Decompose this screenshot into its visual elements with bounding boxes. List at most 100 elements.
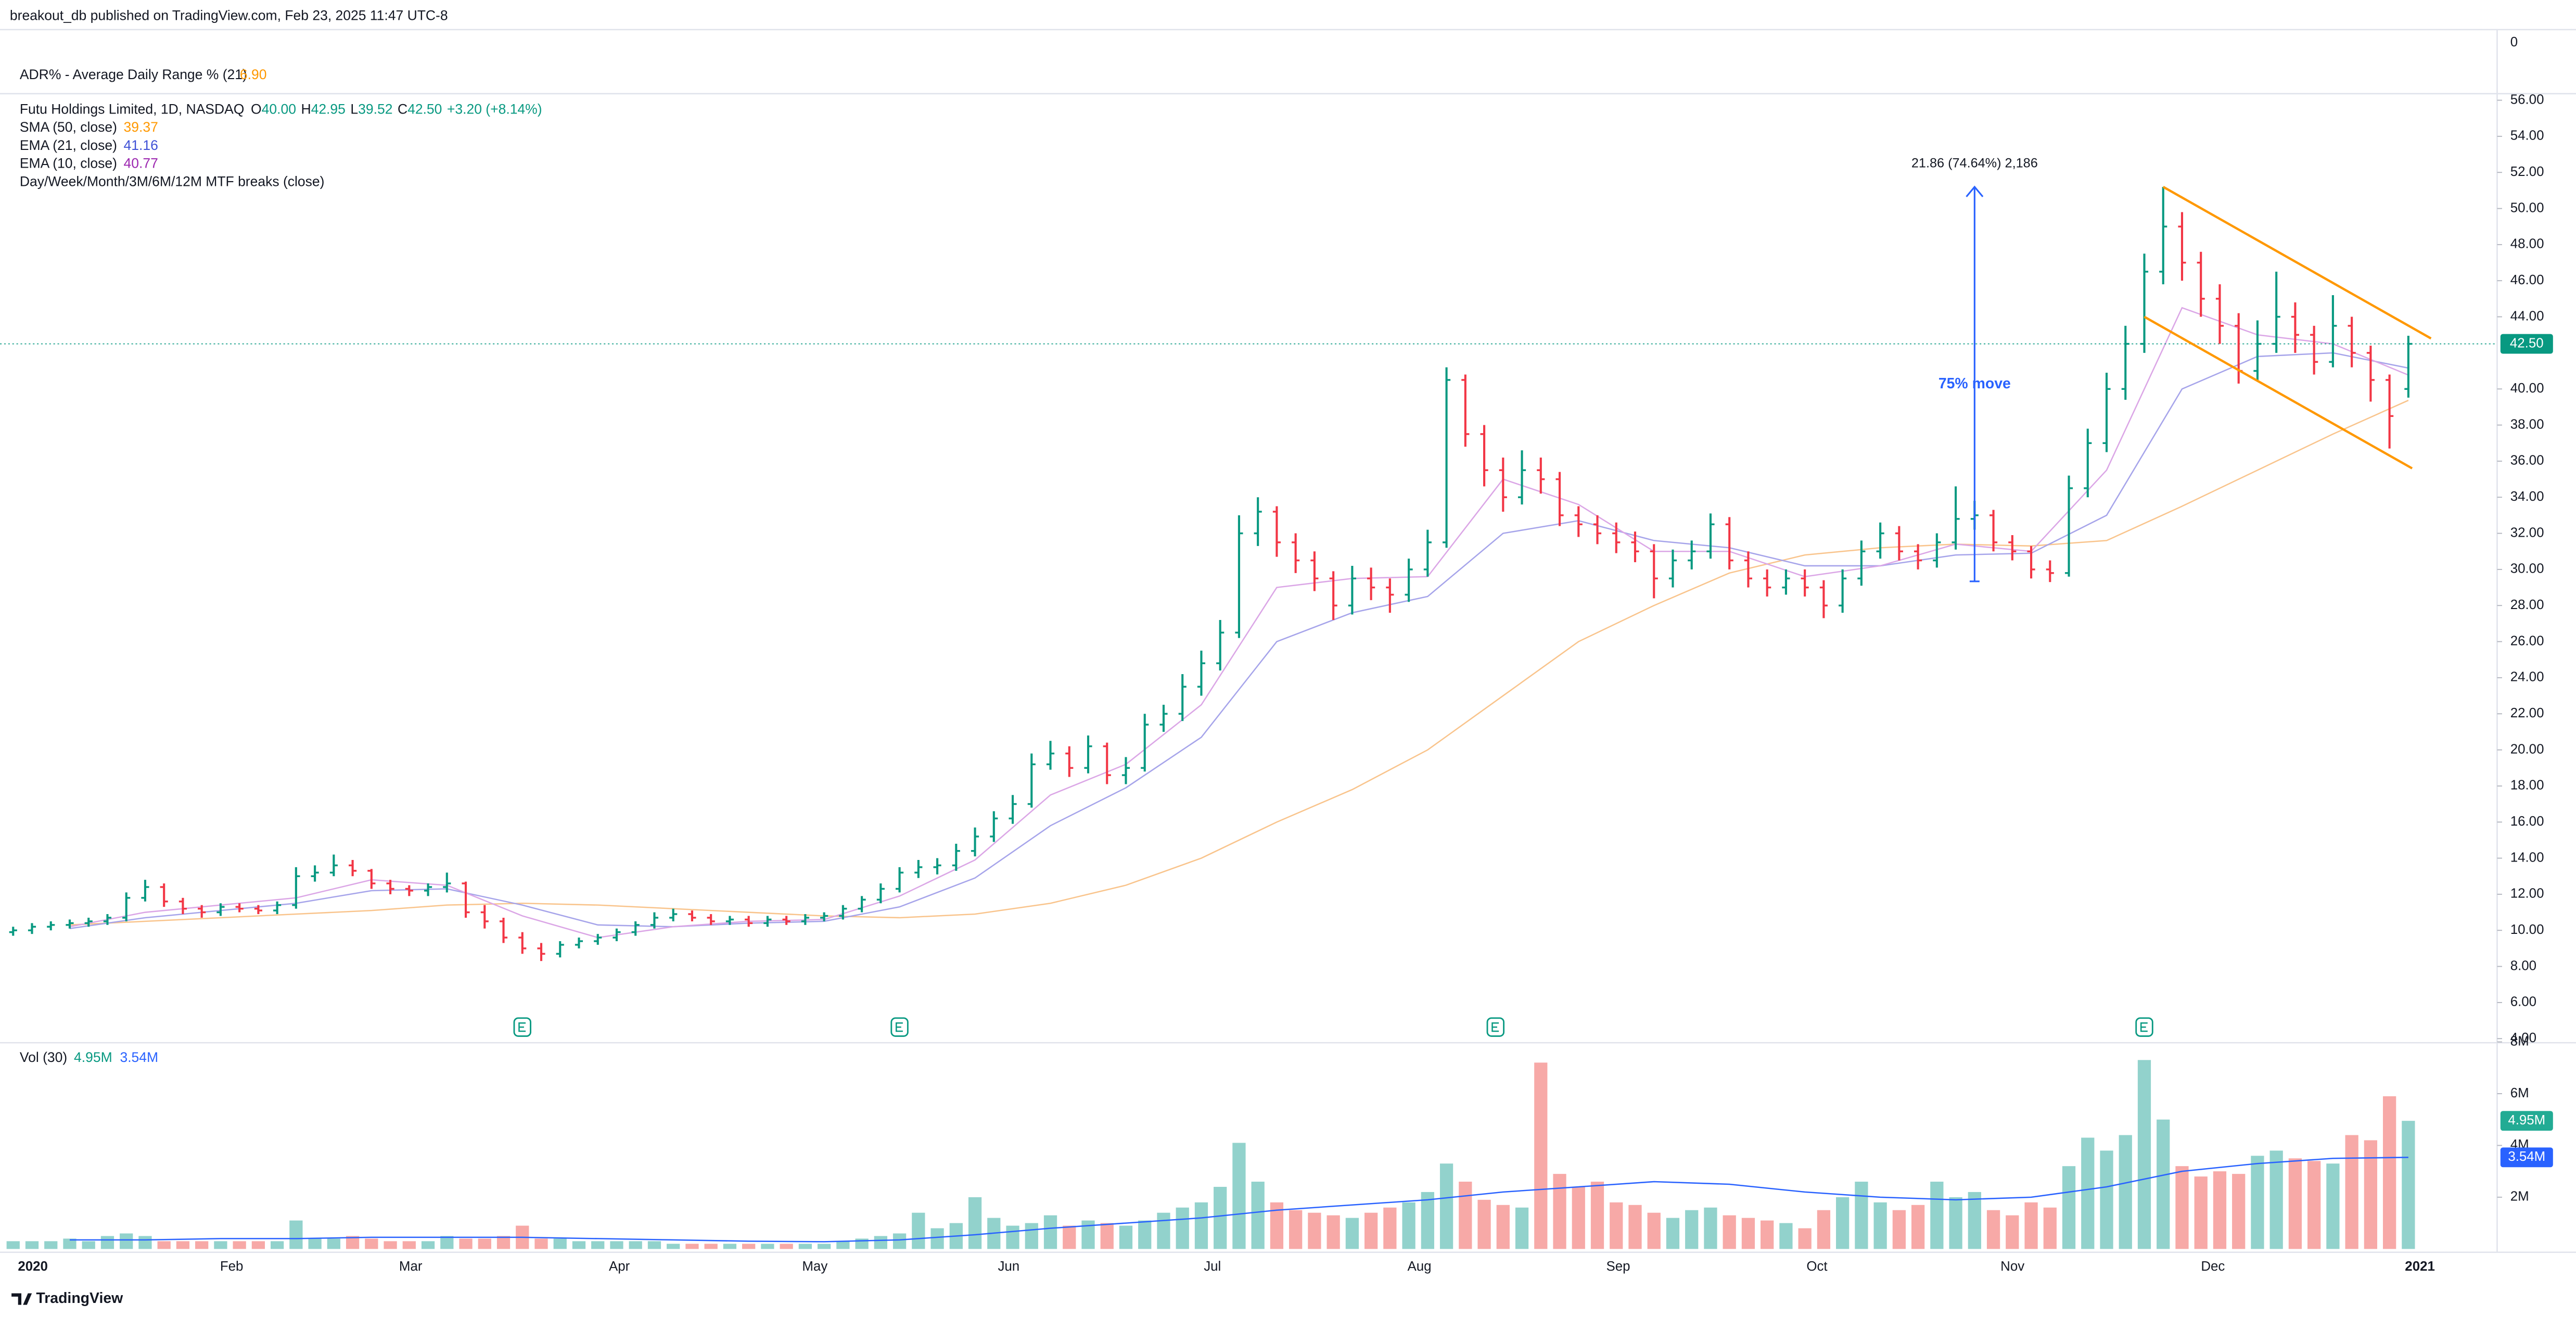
price-tick-label: 46.00: [2510, 273, 2544, 287]
volume-bar: [2269, 1150, 2283, 1249]
earnings-glyph: [2140, 1022, 2148, 1032]
price-tick-label: 48.00: [2510, 237, 2544, 251]
earnings-marker: [1486, 1017, 1505, 1037]
symbol-legend: Futu Holdings Limited, 1D, NASDAQ O40.00 H…: [20, 102, 542, 117]
volume-bar: [1647, 1212, 1661, 1249]
price-tick-label: 8.00: [2510, 958, 2536, 973]
volume-bar: [1986, 1210, 2000, 1249]
time-label: Mar: [399, 1259, 423, 1274]
volume-bar: [1383, 1207, 1397, 1249]
time-label: Apr: [609, 1259, 630, 1274]
volume-bar: [1063, 1225, 1076, 1249]
time-label: Aug: [1408, 1259, 1432, 1274]
earnings-glyph: [896, 1022, 903, 1032]
time-label: 2020: [18, 1259, 48, 1274]
price-tick-label: 26.00: [2510, 634, 2544, 648]
volume-ma-tag-bg: [2500, 1147, 2553, 1168]
volume-bar: [1289, 1210, 1303, 1249]
price-tick-label: 18.00: [2510, 778, 2544, 793]
time-label: 2021: [2405, 1259, 2435, 1274]
volume-bar: [1723, 1215, 1736, 1249]
price-tick-label: 14.00: [2510, 850, 2544, 865]
volume-bar: [1590, 1182, 1604, 1249]
volume-bar: [1308, 1212, 1321, 1249]
volume-bar: [930, 1228, 944, 1249]
ohlc-key: C: [398, 102, 407, 117]
volume-bar: [1817, 1210, 1831, 1249]
volume-bar: [1761, 1220, 1774, 1249]
earnings-glyph: [518, 1022, 526, 1032]
volume-bar: [1402, 1202, 1415, 1249]
adr-axis-label: 0: [2510, 35, 2518, 49]
indicator-legend: EMA (21, close) 41.16: [20, 137, 158, 153]
indicator-legend: SMA (50, close) 39.37: [20, 119, 158, 135]
volume-bar: [402, 1241, 416, 1249]
time-label: Sep: [1606, 1259, 1630, 1274]
symbol-title: Futu Holdings Limited, 1D, NASDAQ: [20, 102, 245, 117]
indicator-value: 40.77: [124, 156, 158, 171]
earnings-marker: [513, 1017, 531, 1037]
volume-bar: [1138, 1220, 1152, 1249]
volume-value: 4.95M: [74, 1049, 112, 1065]
volume-bar: [874, 1236, 887, 1249]
volume-bar: [572, 1241, 586, 1249]
moving-average: [69, 399, 2409, 926]
time-label: May: [802, 1259, 827, 1274]
volume-bar: [289, 1220, 303, 1249]
price-tick-label: 6.00: [2510, 995, 2536, 1009]
volume-ma-tag: 3.54M: [2508, 1149, 2545, 1164]
volume-bar: [496, 1236, 511, 1249]
moving-average: [69, 307, 2409, 939]
volume-bar: [214, 1241, 227, 1249]
volume-bar: [1779, 1223, 1793, 1249]
volume-bar: [742, 1244, 756, 1249]
volume-bar: [2119, 1135, 2132, 1249]
volume-bar: [138, 1236, 152, 1249]
ohlc-key: H: [301, 102, 311, 117]
price-tick-label: 22.00: [2510, 706, 2544, 720]
logo-mark: [11, 1293, 32, 1305]
publish-line: breakout_db published on TradingView.com…: [10, 8, 448, 23]
volume-bar: [836, 1241, 850, 1249]
volume-bar: [2383, 1096, 2396, 1249]
volume-bar: [2194, 1176, 2208, 1249]
volume-bar: [1043, 1215, 1057, 1249]
volume-bar: [384, 1241, 397, 1249]
volume-ma-value: 3.54M: [120, 1049, 158, 1065]
ohlc-value: 42.95: [311, 102, 346, 117]
volume-bar: [2062, 1166, 2076, 1249]
volume-bar: [1610, 1202, 1623, 1249]
time-label: Feb: [220, 1259, 244, 1274]
price-tick-label: 44.00: [2510, 309, 2544, 323]
volume-bar: [82, 1241, 95, 1249]
volume-bar: [1345, 1218, 1359, 1249]
volume-bar: [667, 1244, 680, 1249]
volume-bar: [1025, 1223, 1038, 1249]
price-tick-label: 16.00: [2510, 814, 2544, 829]
volume-bar: [534, 1238, 548, 1249]
measure-arrowhead: [1966, 185, 1984, 197]
volume-bar: [1232, 1143, 1246, 1249]
earnings-marker: [2135, 1017, 2153, 1037]
volume-bar: [2024, 1202, 2038, 1249]
volume-bar: [2364, 1140, 2378, 1249]
volume-bar: [2137, 1060, 2151, 1249]
volume-tick-label: 8M: [2510, 1034, 2529, 1048]
volume-bar: [1553, 1174, 1566, 1249]
time-label: Jul: [1204, 1259, 1221, 1274]
measure-label: 21.86 (74.64%) 2,186: [1911, 156, 2038, 170]
price-tick-label: 36.00: [2510, 453, 2544, 468]
volume-bar: [44, 1241, 58, 1249]
earnings-glyph: [1491, 1022, 1499, 1032]
change-value: +3.20 (+8.14%): [447, 102, 542, 117]
price-tick-label: 38.00: [2510, 417, 2544, 432]
last-price-tag: 42.50: [2510, 336, 2544, 350]
volume-bar: [1515, 1207, 1529, 1249]
volume-bar: [2251, 1156, 2264, 1249]
volume-bar: [1459, 1182, 1472, 1249]
indicator-name: EMA (21, close): [20, 137, 117, 153]
price-tick-label: 52.00: [2510, 164, 2544, 179]
volume-bar: [1741, 1218, 1755, 1249]
volume-bar: [176, 1241, 190, 1249]
volume-bar: [1873, 1202, 1887, 1249]
